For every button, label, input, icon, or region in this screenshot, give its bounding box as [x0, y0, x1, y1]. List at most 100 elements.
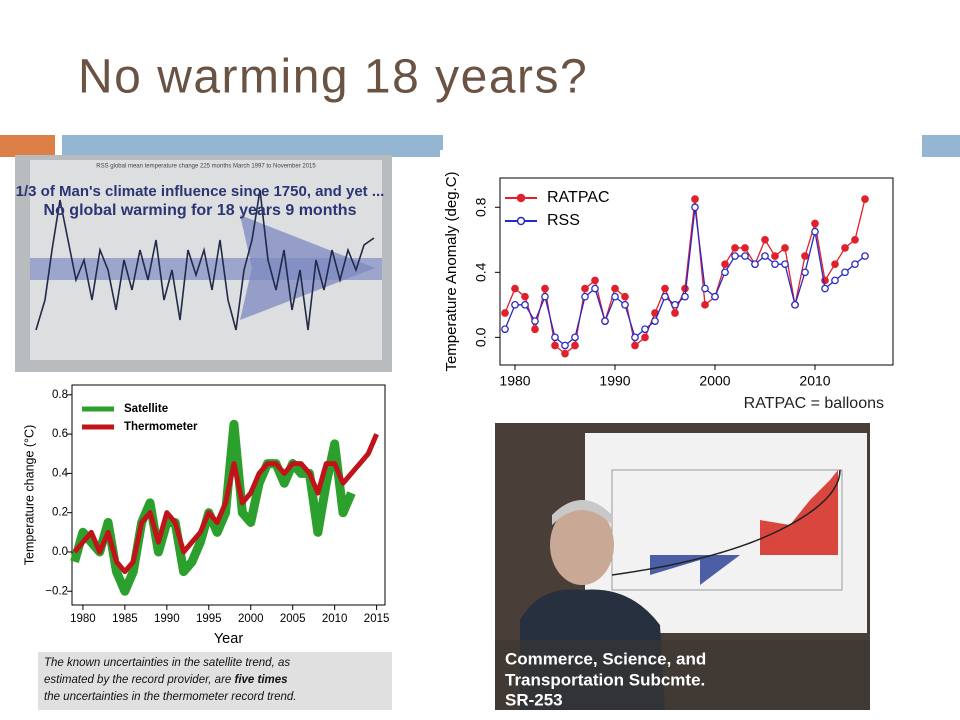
data-point — [571, 341, 579, 350]
photo-person-hair — [552, 500, 612, 525]
note-line: the uncertainties in the thermometer rec… — [44, 691, 297, 703]
data-point — [511, 300, 519, 309]
data-point — [671, 309, 679, 317]
data-point — [811, 219, 819, 228]
data-point — [571, 333, 579, 342]
x-tick-label: 2010 — [799, 373, 830, 389]
chart-caption: RATPAC = balloons — [744, 395, 884, 412]
data-point — [611, 292, 619, 301]
data-point — [841, 268, 849, 277]
data-point — [801, 268, 809, 277]
data-point — [581, 292, 589, 301]
y-tick-label: 0.4 — [52, 467, 69, 479]
photo-poster-bars — [612, 555, 740, 585]
data-point — [611, 284, 619, 293]
x-axis-title: Year — [214, 631, 243, 647]
data-point — [781, 244, 789, 252]
data-point — [521, 292, 529, 301]
data-point — [771, 260, 779, 269]
photo-headline: No global warming for 18 years 9 months — [44, 202, 357, 219]
data-point — [671, 300, 679, 309]
photo-arrow — [240, 215, 375, 320]
legend-label: RSS — [547, 212, 580, 229]
data-point — [561, 341, 569, 350]
data-point — [831, 260, 839, 269]
photo-rss: RSS global mean temperature change 225 m… — [15, 155, 392, 372]
photo-hearing: Commerce, Science, and Transportation Su… — [495, 423, 870, 710]
data-point — [511, 284, 519, 293]
data-point — [751, 260, 759, 269]
photo-poster-plot — [611, 469, 843, 591]
y-axis-title: Temperature change (°C) — [22, 425, 36, 565]
legend-marker — [516, 216, 526, 226]
x-tick-label: 2010 — [322, 613, 348, 625]
data-point — [561, 349, 569, 358]
accent-bar — [62, 135, 443, 157]
data-point — [521, 300, 529, 309]
data-point — [781, 260, 789, 269]
x-tick-label: 1980 — [499, 373, 530, 389]
legend-label: RATPAC — [547, 189, 610, 206]
data-point — [681, 284, 689, 293]
note-text: estimated by the record provider, are — [44, 674, 235, 686]
data-point — [861, 252, 869, 260]
photo-caption: Commerce, Science, and — [505, 649, 706, 668]
data-point — [811, 227, 819, 236]
data-point — [731, 244, 739, 252]
note-line: estimated by the record provider, are fi… — [44, 674, 288, 686]
data-point — [761, 252, 769, 260]
data-point — [701, 300, 709, 309]
data-point — [501, 325, 509, 334]
data-point — [691, 203, 699, 212]
x-tick-label: 1990 — [154, 613, 180, 625]
data-point — [661, 292, 669, 301]
x-tick-label: 1980 — [70, 613, 96, 625]
data-point — [821, 284, 829, 293]
data-point — [851, 260, 859, 269]
y-tick-label: 0.8 — [473, 197, 489, 217]
data-point — [771, 252, 779, 260]
y-tick-label: 0.0 — [473, 327, 489, 347]
data-point — [591, 284, 599, 293]
data-point — [601, 317, 609, 325]
data-point — [841, 244, 849, 252]
data-point — [851, 235, 859, 244]
series-line — [72, 433, 379, 575]
data-point — [761, 235, 769, 244]
photo-header: RSS global mean temperature change 225 m… — [96, 164, 316, 170]
x-tick-label: 2005 — [280, 613, 306, 625]
data-point — [721, 260, 729, 269]
data-point — [721, 268, 729, 277]
x-tick-label: 2000 — [699, 373, 730, 389]
data-point — [791, 300, 799, 309]
note-box — [38, 652, 392, 710]
data-point — [631, 333, 639, 342]
note-line: The known uncertainties in the satellite… — [44, 657, 290, 669]
data-point — [551, 333, 559, 342]
plot-frame — [71, 384, 386, 606]
y-tick-label: 0.4 — [473, 262, 489, 282]
data-point — [641, 333, 649, 342]
data-point — [831, 276, 839, 285]
data-point — [551, 341, 559, 350]
data-point — [641, 325, 649, 334]
accent-bar — [0, 135, 55, 157]
data-point — [731, 252, 739, 260]
data-point — [651, 317, 659, 325]
y-axis-title: Temperature Anomaly (deg.C) — [443, 171, 460, 371]
legend-label: Thermometer — [124, 421, 198, 433]
y-tick-label: 0.8 — [52, 389, 68, 401]
data-point — [531, 317, 539, 325]
data-point — [801, 252, 809, 260]
legend-label: Satellite — [124, 403, 168, 415]
photo-caption: SR-253 — [505, 690, 563, 709]
photo-headline: 1/3 of Man's climate influence since 175… — [16, 183, 385, 200]
photo-poster-bars — [760, 470, 838, 555]
data-point — [861, 195, 869, 203]
photo-person-head — [550, 505, 614, 585]
accent-bar — [922, 135, 960, 157]
data-point — [501, 309, 509, 317]
data-point — [741, 252, 749, 260]
data-point — [631, 341, 639, 350]
